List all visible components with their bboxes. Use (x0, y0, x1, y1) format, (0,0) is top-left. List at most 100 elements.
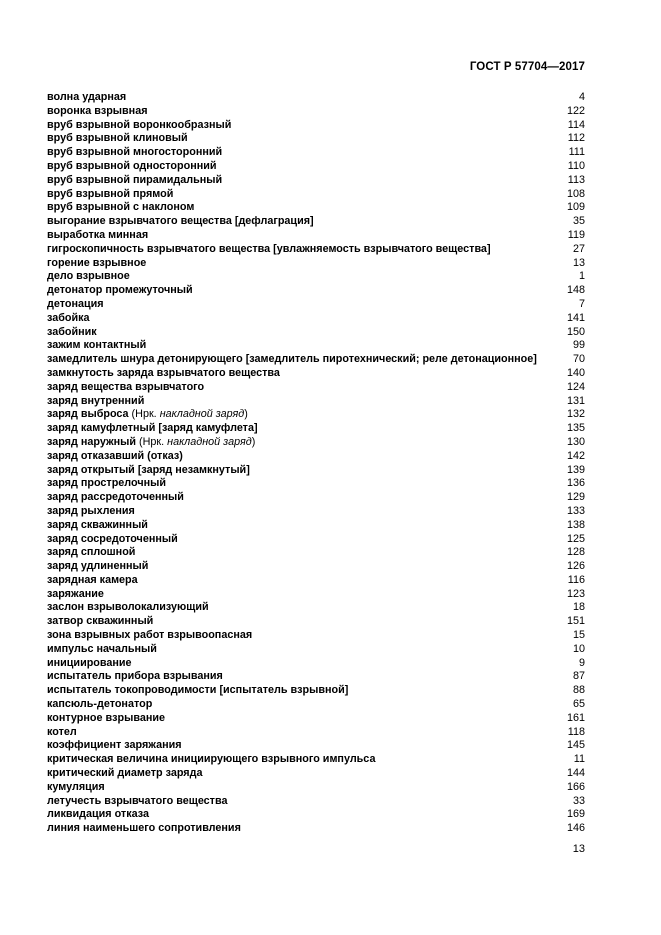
index-list: волна ударная 4 воронка взрывная 122 вру… (47, 91, 585, 836)
index-entry: котел 118 (47, 726, 585, 740)
index-term-text: заряд камуфлетный [заряд камуфлета] (47, 422, 258, 435)
index-entry: заряд сплошной 128 (47, 546, 585, 560)
index-term: замкнутость заряда взрывчатого вещества (47, 367, 280, 381)
index-entry: испытатель прибора взрывания 87 (47, 670, 585, 684)
index-page-ref: 18 (572, 601, 585, 614)
index-term: заряд отказавший (отказ) (47, 450, 183, 464)
index-term: заряд наружный (Нрк. накладной заряд) (47, 436, 255, 450)
index-term: заряд внутренний (47, 395, 144, 409)
index-term: линия наименьшего сопротивления (47, 822, 241, 836)
index-term-text: заряд открытый [заряд незамкнутый] (47, 463, 250, 476)
index-term-text: ликвидация отказа (47, 808, 149, 821)
index-term: импульс начальный (47, 643, 157, 657)
index-page-ref: 144 (566, 767, 585, 780)
index-page-ref: 145 (566, 739, 585, 752)
index-entry: выработка минная 119 (47, 229, 585, 243)
index-entry: заряд рыхления 133 (47, 505, 585, 519)
index-entry: замедлитель шнура детонирующего [замедли… (47, 353, 585, 367)
index-entry: заряд рассредоточенный 129 (47, 491, 585, 505)
index-term: зажим контактный (47, 339, 146, 353)
index-term-text: контурное взрывание (47, 711, 165, 724)
index-page-ref: 142 (566, 449, 585, 462)
index-entry: зона взрывных работ взрывоопасная 15 (47, 629, 585, 643)
index-term: выработка минная (47, 229, 148, 243)
index-term-text: испытатель токопроводимости [испытатель … (47, 684, 349, 697)
index-term: заряд рыхления (47, 505, 135, 519)
index-term: испытатель токопроводимости [испытатель … (47, 684, 348, 698)
index-entry: критическая величина инициирующего взрыв… (47, 753, 585, 767)
index-page-ref: 133 (566, 504, 585, 517)
index-term-note-prefix: (Нрк. (128, 408, 160, 421)
index-page-ref: 7 (578, 297, 585, 310)
index-entry: воронка взрывная 122 (47, 105, 585, 119)
index-term: заряд открытый [заряд незамкнутый] (47, 464, 250, 478)
index-term-text: заряд внутренний (47, 394, 145, 407)
index-term-text: затвор скважинный (47, 615, 154, 628)
index-term: замедлитель шнура детонирующего [замедли… (47, 353, 537, 367)
index-term-text: заряжание (47, 587, 104, 600)
index-term: затвор скважинный (47, 615, 153, 629)
index-page-ref: 111 (568, 146, 585, 159)
index-term-text: вруб взрывной клиновый (47, 132, 188, 145)
index-entry: замкнутость заряда взрывчатого вещества … (47, 367, 585, 381)
index-page-ref: 126 (566, 560, 585, 573)
index-term-text: замкнутость заряда взрывчатого вещества (47, 366, 280, 379)
index-page-ref: 169 (566, 808, 585, 821)
index-term: заряд сплошной (47, 546, 135, 560)
index-term: волна ударная (47, 91, 126, 105)
index-page-ref: 99 (572, 339, 585, 352)
index-term: вруб взрывной клиновый (47, 132, 188, 146)
index-entry: летучесть взрывчатого вещества 33 (47, 795, 585, 809)
index-page-ref: 132 (566, 408, 585, 421)
index-term: критический диаметр заряда (47, 767, 202, 781)
index-entry: заряд прострелочный 136 (47, 477, 585, 491)
index-term-text: горение взрывное (47, 256, 147, 269)
index-page-ref: 135 (566, 422, 585, 435)
index-term-text: заряд выброса (47, 408, 129, 421)
index-term: вруб взрывной односторонний (47, 160, 217, 174)
page-number: 13 (572, 843, 585, 855)
index-term: коэффициент заряжания (47, 739, 182, 753)
index-page-ref: 148 (566, 284, 585, 297)
index-term: заряд прострелочный (47, 477, 166, 491)
index-page-ref: 10 (572, 642, 585, 655)
index-entry: критический диаметр заряда 144 (47, 767, 585, 781)
index-term-text: зона взрывных работ взрывоопасная (47, 629, 253, 642)
index-entry: заряд скважинный 138 (47, 519, 585, 533)
index-entry: капсюль-детонатор 65 (47, 698, 585, 712)
index-page-ref: 70 (572, 353, 585, 366)
index-page-ref: 141 (566, 311, 585, 324)
index-page-ref: 130 (566, 435, 585, 448)
index-term: инициирование (47, 657, 132, 671)
index-page-ref: 114 (567, 118, 585, 131)
index-term-text: заряд рассредоточенный (47, 491, 184, 504)
index-term: заряд вещества взрывчатого (47, 381, 204, 395)
index-page-ref: 150 (566, 325, 585, 338)
index-page-ref: 112 (567, 132, 585, 145)
index-term: воронка взрывная (47, 105, 148, 119)
index-term-text: заряд наружный (47, 435, 136, 448)
index-page-ref: 139 (566, 463, 585, 476)
index-page-ref: 116 (567, 573, 585, 586)
index-entry: заслон взрыволокализующий 18 (47, 601, 585, 615)
index-entry: вруб взрывной прямой 108 (47, 188, 585, 202)
index-term-text: заряд рыхления (47, 504, 135, 517)
index-term-text: заряд прострелочный (47, 477, 166, 490)
index-entry: забойник 150 (47, 326, 585, 340)
index-entry: зарядная камера 116 (47, 574, 585, 588)
index-term-text: заряд вещества взрывчатого (47, 380, 205, 393)
index-entry: заряд вещества взрывчатого 124 (47, 381, 585, 395)
index-entry: заряд отказавший (отказ) 142 (47, 450, 585, 464)
index-page-ref: 128 (566, 546, 585, 559)
index-term-text: заслон взрыволокализующий (47, 601, 209, 614)
index-term: котел (47, 726, 77, 740)
index-entry: забойка 141 (47, 312, 585, 326)
index-page-ref: 35 (572, 215, 585, 228)
index-entry: вруб взрывной многосторонний 111 (47, 146, 585, 160)
index-term-text: котел (47, 725, 77, 738)
index-term-text: критический диаметр заряда (47, 767, 203, 780)
index-term-note-deprecated: накладной заряд (159, 408, 245, 421)
index-term: заряд выброса (Нрк. накладной заряд) (47, 408, 248, 422)
index-page-ref: 166 (566, 780, 585, 793)
index-term: выгорание взрывчатого вещества [дефлагра… (47, 215, 314, 229)
